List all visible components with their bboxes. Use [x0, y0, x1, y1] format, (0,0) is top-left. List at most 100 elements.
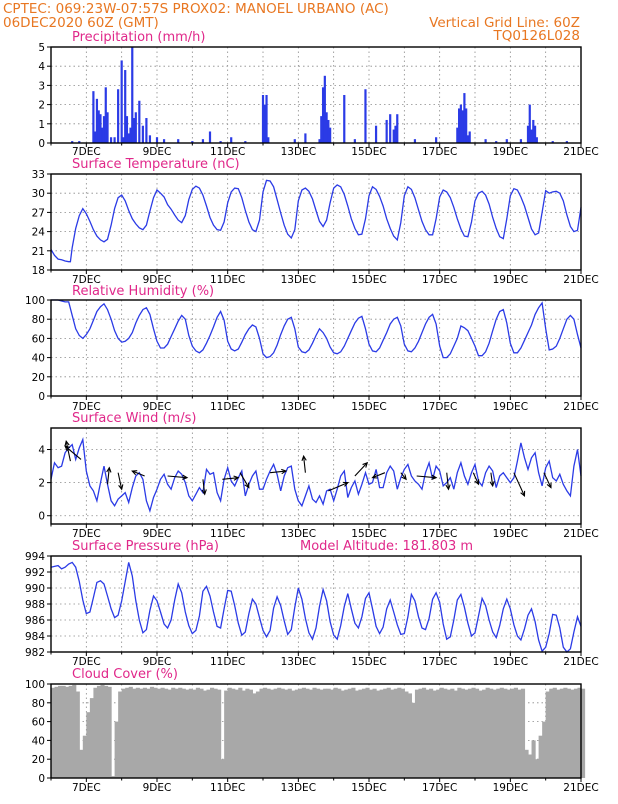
- wind-arrow: [132, 470, 145, 477]
- precip-bar: [535, 137, 538, 143]
- rh-xtick-label: 21DEC: [563, 401, 598, 413]
- cloud-bar: [326, 688, 331, 778]
- rh-ytick-label: 60: [32, 333, 45, 345]
- precip-bar: [145, 118, 148, 143]
- temp-xtick-label: 11DEC: [210, 274, 245, 286]
- cloud-bar: [319, 689, 324, 778]
- cloud-bar: [171, 687, 176, 778]
- precip-bar: [343, 95, 346, 143]
- wind-arrow: [106, 467, 110, 485]
- cloud-bar: [528, 754, 533, 778]
- cloud-bar: [538, 735, 543, 778]
- cloud-bar: [61, 685, 66, 778]
- wind-arrow: [513, 472, 525, 497]
- precip-bar: [456, 127, 459, 143]
- precip-bar: [109, 137, 113, 143]
- cloud-bar: [202, 690, 208, 778]
- wind-arrow-head: [362, 461, 369, 468]
- cloud-bar: [213, 688, 218, 778]
- precip-bar: [385, 119, 388, 143]
- temp-xtick-label: 17DEC: [422, 274, 457, 286]
- pressure-xtick-label: 7DEC: [72, 656, 101, 668]
- precip-ytick-label: 0: [38, 138, 45, 150]
- cloud-bar: [464, 689, 469, 778]
- cloud-bar: [305, 688, 310, 778]
- precip-bar: [304, 133, 307, 143]
- precip-bar: [99, 114, 102, 143]
- cloud-bar: [439, 687, 444, 778]
- cloud-bar: [422, 687, 427, 778]
- temp-xtick-label: 19DEC: [493, 274, 528, 286]
- rh-xtick-label: 15DEC: [351, 401, 386, 413]
- panel-rh: Relative Humidity (%) 0 20 40 60 80 100 7DEC 9DE…: [25, 284, 599, 413]
- precip-bar: [551, 141, 554, 143]
- cloud-bar: [354, 690, 359, 778]
- precip-ytick-label: 2: [38, 100, 45, 112]
- precip-bar: [519, 139, 523, 143]
- cloud-bar: [397, 687, 402, 778]
- cloud-bar: [255, 691, 261, 778]
- cloud-bar: [160, 687, 165, 778]
- cloud-bar: [259, 688, 264, 778]
- cloud-bar: [263, 687, 268, 778]
- wind-xtick-label: 11DEC: [210, 528, 245, 540]
- cloud-bar: [443, 688, 448, 778]
- cloud-bar: [531, 740, 536, 778]
- cloud-bar: [86, 712, 91, 778]
- cloud-bar: [128, 686, 133, 778]
- cloud-bar: [432, 690, 437, 778]
- precip-bar: [131, 47, 134, 143]
- cloud-bar: [210, 687, 215, 778]
- cloud-bar: [280, 688, 285, 778]
- wind-arrow: [64, 445, 82, 460]
- cloud-bar: [146, 688, 151, 778]
- cloud-bar: [475, 688, 480, 778]
- cloud-ytick-label: 100: [25, 679, 45, 691]
- cloud-bar: [224, 690, 229, 778]
- cloud-bar: [425, 689, 430, 778]
- precip-bar: [530, 129, 533, 143]
- wind-arrow-head: [201, 489, 207, 496]
- cloud-bar: [72, 684, 77, 778]
- cloud-ytick-label: 20: [32, 754, 45, 766]
- cloud-bar: [344, 689, 349, 778]
- wind-arrow-head: [342, 481, 349, 487]
- pressure-ytick-label: 990: [25, 583, 45, 595]
- cloud-bar: [79, 749, 84, 778]
- precip-bar: [94, 131, 97, 143]
- cloud-bar: [132, 688, 137, 778]
- cloud-bar: [111, 776, 116, 778]
- rh-ytick-label: 40: [32, 353, 45, 365]
- rh-ytick-label: 80: [32, 314, 45, 326]
- precip-bar: [97, 110, 100, 143]
- cloud-bar: [157, 688, 162, 778]
- panel-pressure: Surface Pressure (hPa) Model Altitude: 18…: [25, 539, 599, 668]
- wind-arrow-head: [233, 475, 240, 481]
- pressure-ytick-label: 986: [25, 615, 45, 627]
- precip-bar: [394, 125, 397, 143]
- wind-xtick-label: 19DEC: [493, 528, 528, 540]
- wind-xtick-label: 15DEC: [351, 528, 386, 540]
- wind-arrow: [202, 479, 206, 495]
- temp-xtick-label: 21DEC: [563, 274, 598, 286]
- cloud-bar: [506, 689, 511, 778]
- cloud-bar: [393, 688, 398, 778]
- cloud-bar: [559, 688, 564, 778]
- cloud-bar: [503, 688, 508, 778]
- wind-arrow: [239, 472, 250, 488]
- cloud-bar: [298, 688, 303, 778]
- cloud-bar: [556, 689, 561, 778]
- wind-xtick-label: 7DEC: [72, 528, 101, 540]
- precip-xtick-label: 9DEC: [143, 146, 172, 158]
- precip-bar: [132, 118, 136, 143]
- cloud-xtick-label: 7DEC: [72, 782, 101, 794]
- precip-bar: [141, 125, 144, 143]
- cloud-bar: [291, 690, 296, 778]
- wind-arrow-head: [520, 490, 526, 498]
- cloud-bar: [58, 685, 63, 778]
- cloud-bar: [513, 687, 518, 778]
- cloud-bar: [308, 689, 314, 778]
- cloud-bar: [301, 687, 306, 778]
- cloud-bar: [407, 693, 412, 778]
